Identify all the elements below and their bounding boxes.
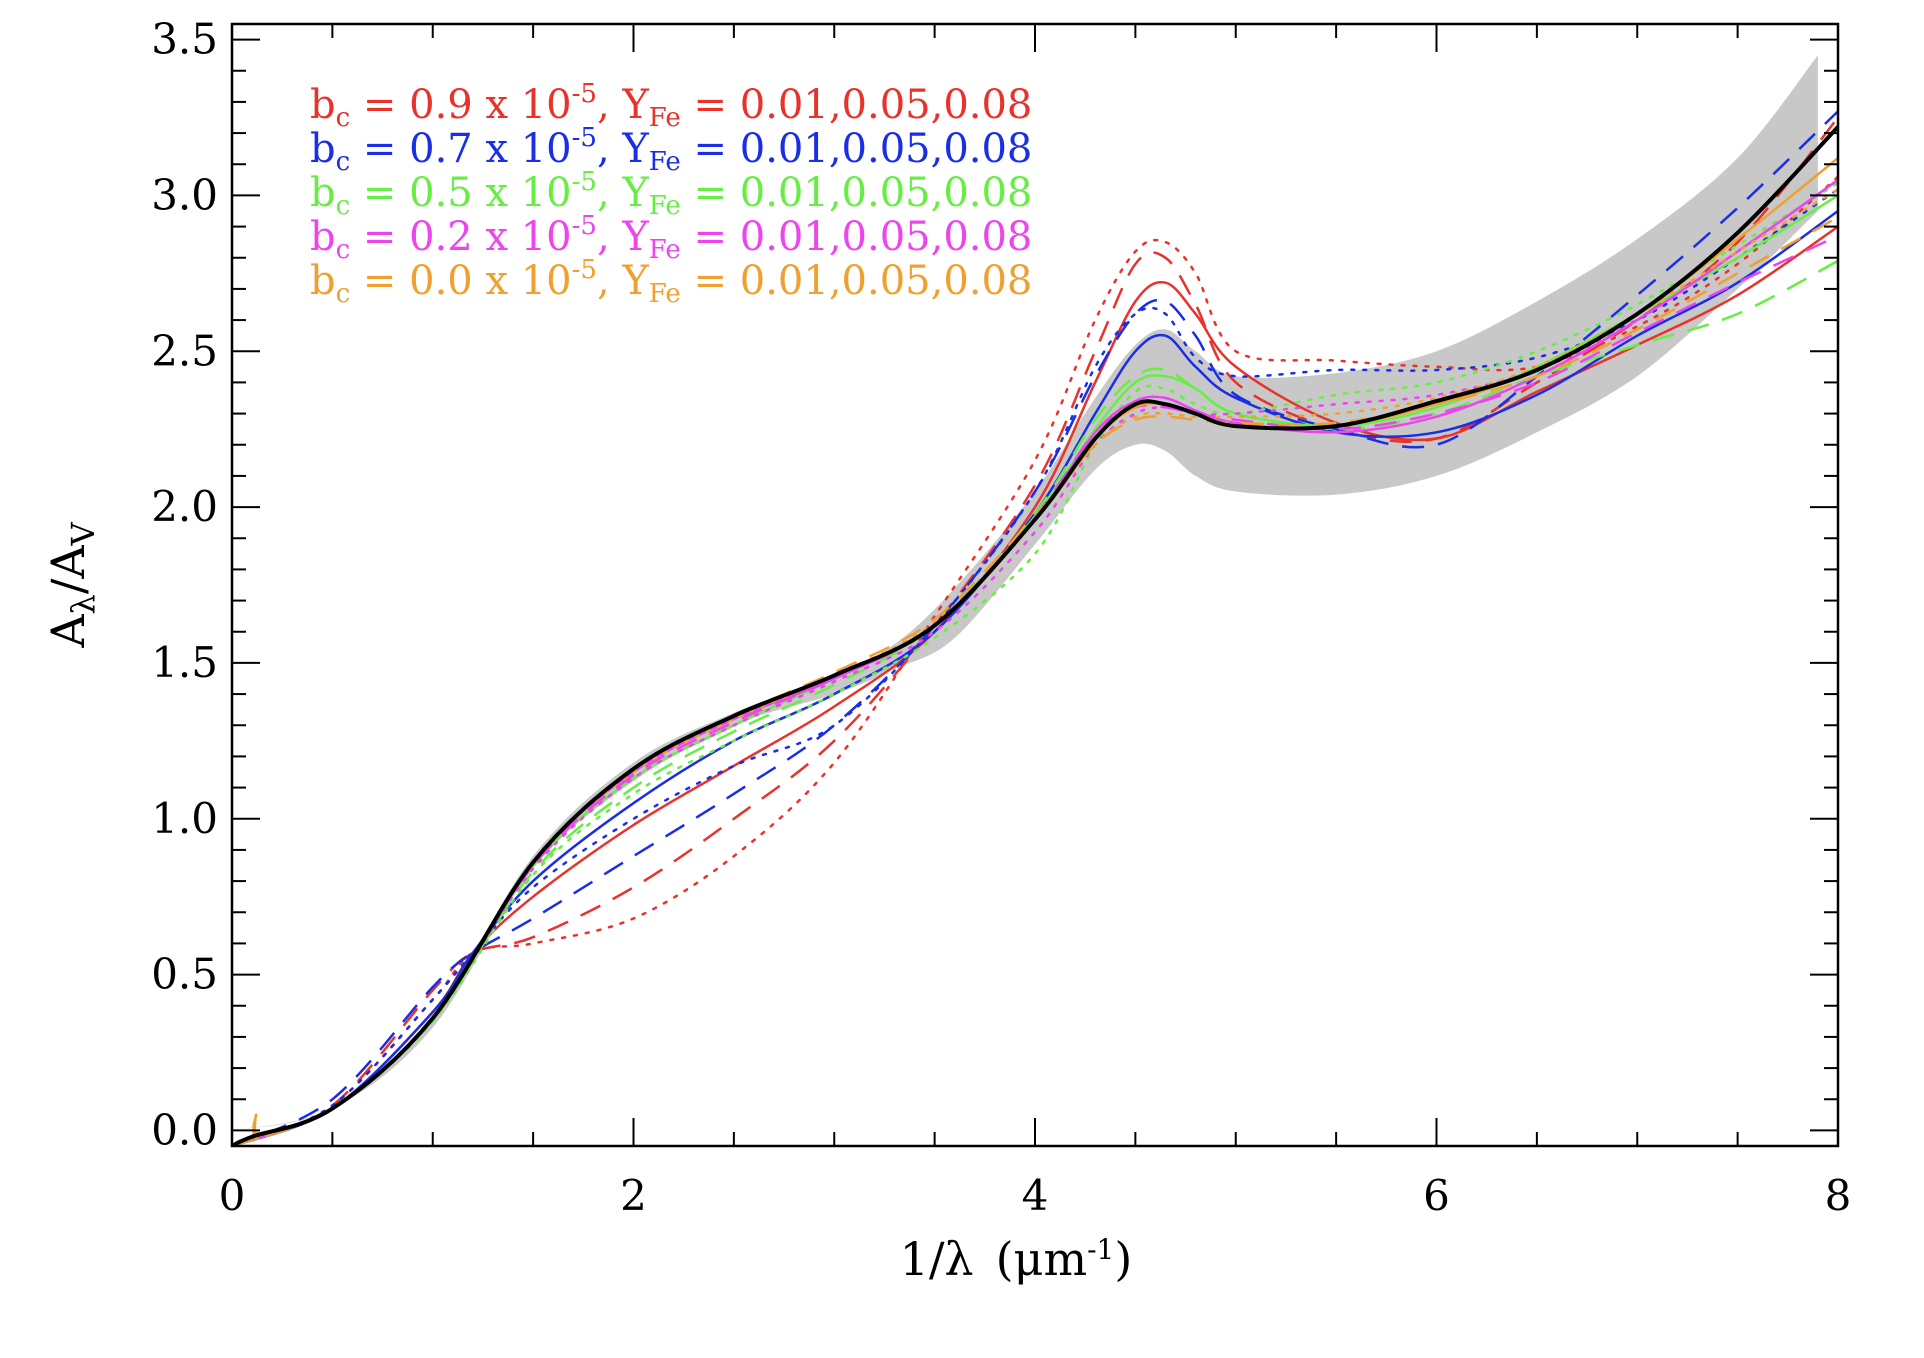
legend-part: = 0.01,0.05,0.08 (681, 82, 1033, 128)
y-axis-title: Aλ/AV (41, 521, 102, 648)
legend-entry-bc-0-0: bc = 0.0 x 10-5, YFe = 0.01,0.05,0.08 (310, 255, 1032, 309)
x-tick-label: 0 (219, 1171, 246, 1220)
legend-part: c (336, 103, 351, 133)
legend-part: c (336, 191, 351, 221)
legend-part: = 0.01,0.05,0.08 (681, 258, 1033, 304)
legend-part: = 0.2 x 10 (350, 214, 571, 260)
legend-part: = 0.01,0.05,0.08 (681, 170, 1033, 216)
legend-part: c (336, 147, 351, 177)
x-tick-label: 2 (620, 1171, 647, 1220)
legend-entry-bc-0-2: bc = 0.2 x 10-5, YFe = 0.01,0.05,0.08 (310, 211, 1032, 265)
y-tick-label: 3.5 (151, 15, 218, 64)
y-axis-title-sub1: λ (64, 594, 102, 614)
legend-part: = 0.0 x 10 (350, 258, 571, 304)
legend-part: , Y (597, 170, 649, 216)
legend-entry-bc-0-5: bc = 0.5 x 10-5, YFe = 0.01,0.05,0.08 (310, 167, 1032, 221)
legend-part: , Y (597, 214, 649, 260)
series-line-bc-0-9-yfe-0-08 (232, 175, 1838, 1146)
legend-part: = 0.01,0.05,0.08 (681, 126, 1033, 172)
x-axis-title-mu: μ (1014, 1232, 1044, 1286)
series-line-bc-0-5-yfe-0-08 (232, 181, 1838, 1146)
y-axis-title-A: A (41, 614, 95, 649)
x-axis-title-close: ) (1114, 1232, 1132, 1286)
x-axis-title-m: m (1043, 1232, 1087, 1286)
legend-part: , Y (597, 258, 649, 304)
y-axis-title-slash: /A (41, 545, 95, 594)
legend-part: Fe (649, 279, 681, 309)
x-axis-title-exp: -1 (1087, 1233, 1114, 1266)
y-axis-title-sub2: V (64, 521, 102, 546)
legend-part: = 0.7 x 10 (350, 126, 571, 172)
legend-part: = 0.5 x 10 (350, 170, 571, 216)
legend-part: -5 (572, 255, 597, 285)
y-tick-label: 0.5 (151, 950, 218, 999)
legend-part: , Y (597, 126, 649, 172)
legend: bc = 0.9 x 10-5, YFe = 0.01,0.05,0.08bc … (310, 79, 1032, 309)
y-tick-label: 0.0 (151, 1105, 218, 1154)
series-layer (232, 110, 1838, 1146)
legend-part: = 0.9 x 10 (350, 82, 571, 128)
y-tick-label: 1.5 (151, 638, 218, 687)
legend-part: b (310, 82, 336, 128)
y-tick-label: 2.5 (151, 326, 218, 375)
legend-part: c (336, 235, 351, 265)
series-line-mean-observed-curve (232, 125, 1838, 1146)
legend-part: b (310, 214, 336, 260)
x-axis-title: 1/λ (μm-1) (900, 1232, 1133, 1286)
legend-part: Fe (649, 235, 681, 265)
y-tick-label: 3.0 (151, 170, 218, 219)
legend-part: -5 (572, 167, 597, 197)
legend-part: b (310, 126, 336, 172)
x-tick-label: 8 (1825, 1171, 1852, 1220)
y-tick-label: 2.0 (151, 482, 218, 531)
x-axis-title-main: 1/λ (900, 1232, 974, 1286)
legend-part: , Y (597, 82, 649, 128)
legend-part: c (336, 279, 351, 309)
x-tick-label: 4 (1022, 1171, 1049, 1220)
series-line-bc-0-7-yfe-0-08 (232, 187, 1838, 1146)
legend-part: Fe (649, 191, 681, 221)
series-line-bc-0-0-yfe-0-08 (232, 187, 1838, 1146)
x-tick-label: 6 (1423, 1171, 1450, 1220)
x-axis-title-open: ( (996, 1232, 1014, 1286)
legend-part: = 0.01,0.05,0.08 (681, 214, 1033, 260)
legend-part: Fe (649, 103, 681, 133)
legend-part: -5 (572, 211, 597, 241)
legend-part: Fe (649, 147, 681, 177)
y-tick-label: 1.0 (151, 794, 218, 843)
legend-part: b (310, 170, 336, 216)
legend-entry-bc-0-9: bc = 0.9 x 10-5, YFe = 0.01,0.05,0.08 (310, 79, 1032, 133)
tick-layer (231, 24, 1839, 1146)
legend-entry-bc-0-7: bc = 0.7 x 10-5, YFe = 0.01,0.05,0.08 (310, 123, 1032, 177)
legend-part: b (310, 258, 336, 304)
legend-part: -5 (572, 123, 597, 153)
tick-label-layer: 0 2 4 6 8 0.0 0.5 1.0 1.5 2.0 2.5 3.0 3.5 (151, 15, 1851, 1220)
legend-part: -5 (572, 79, 597, 109)
